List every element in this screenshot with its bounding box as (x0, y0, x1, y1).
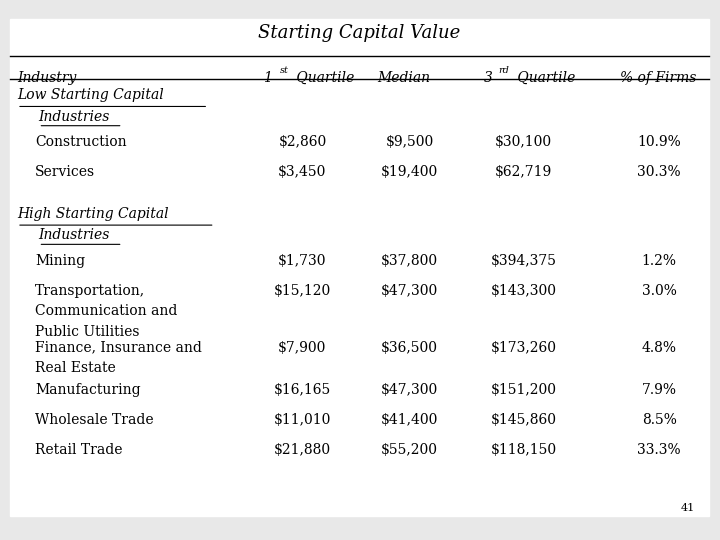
Text: % of Firms: % of Firms (620, 71, 696, 85)
Text: Transportation,: Transportation, (35, 284, 145, 298)
Text: $118,150: $118,150 (490, 443, 557, 457)
Text: Services: Services (35, 165, 95, 179)
Text: 10.9%: 10.9% (637, 136, 681, 150)
Text: Manufacturing: Manufacturing (35, 383, 140, 397)
Text: $47,300: $47,300 (381, 383, 438, 397)
Text: 3: 3 (485, 71, 493, 85)
Text: $2,860: $2,860 (279, 136, 327, 150)
Text: $173,260: $173,260 (490, 341, 557, 355)
Text: Median: Median (377, 71, 431, 85)
Text: 7.9%: 7.9% (642, 383, 677, 397)
Text: $30,100: $30,100 (495, 136, 552, 150)
Text: $9,500: $9,500 (385, 136, 433, 150)
Text: $47,300: $47,300 (381, 284, 438, 298)
Text: $36,500: $36,500 (381, 341, 438, 355)
Text: 3.0%: 3.0% (642, 284, 677, 298)
Text: 1: 1 (264, 71, 272, 85)
Text: $55,200: $55,200 (381, 443, 438, 457)
Text: $394,375: $394,375 (490, 254, 557, 268)
Text: 4.8%: 4.8% (642, 341, 677, 355)
Text: High Starting Capital: High Starting Capital (17, 207, 168, 221)
Text: st: st (279, 66, 289, 76)
Text: Retail Trade: Retail Trade (35, 443, 122, 457)
Text: rd: rd (498, 66, 510, 76)
Text: 8.5%: 8.5% (642, 413, 677, 427)
Text: Industry: Industry (17, 71, 76, 85)
Text: Starting Capital Value: Starting Capital Value (258, 24, 461, 42)
Text: $143,300: $143,300 (490, 284, 557, 298)
Text: $19,400: $19,400 (381, 165, 438, 179)
Text: Industries: Industries (38, 228, 110, 242)
Text: $3,450: $3,450 (278, 165, 327, 179)
Text: $145,860: $145,860 (490, 413, 557, 427)
FancyBboxPatch shape (10, 19, 709, 516)
Text: 41: 41 (680, 503, 695, 513)
Text: $21,880: $21,880 (274, 443, 331, 457)
Text: Communication and: Communication and (35, 304, 177, 318)
Text: 33.3%: 33.3% (637, 443, 681, 457)
Text: Public Utilities: Public Utilities (35, 325, 140, 339)
Text: $37,800: $37,800 (381, 254, 438, 268)
Text: Quartile: Quartile (292, 71, 354, 85)
Text: Low Starting Capital: Low Starting Capital (17, 88, 163, 102)
Text: Finance, Insurance and: Finance, Insurance and (35, 341, 202, 355)
Text: Industries: Industries (38, 110, 110, 124)
Text: Wholesale Trade: Wholesale Trade (35, 413, 153, 427)
Text: Quartile: Quartile (513, 71, 575, 85)
Text: $62,719: $62,719 (495, 165, 552, 179)
Text: 30.3%: 30.3% (637, 165, 681, 179)
Text: $11,010: $11,010 (274, 413, 331, 427)
Text: $151,200: $151,200 (490, 383, 557, 397)
Text: $15,120: $15,120 (274, 284, 331, 298)
Text: 1.2%: 1.2% (642, 254, 677, 268)
Text: Mining: Mining (35, 254, 85, 268)
Text: $16,165: $16,165 (274, 383, 331, 397)
Text: Real Estate: Real Estate (35, 361, 116, 375)
Text: Construction: Construction (35, 136, 127, 150)
Text: $7,900: $7,900 (278, 341, 327, 355)
Text: $1,730: $1,730 (278, 254, 327, 268)
Text: $41,400: $41,400 (381, 413, 438, 427)
